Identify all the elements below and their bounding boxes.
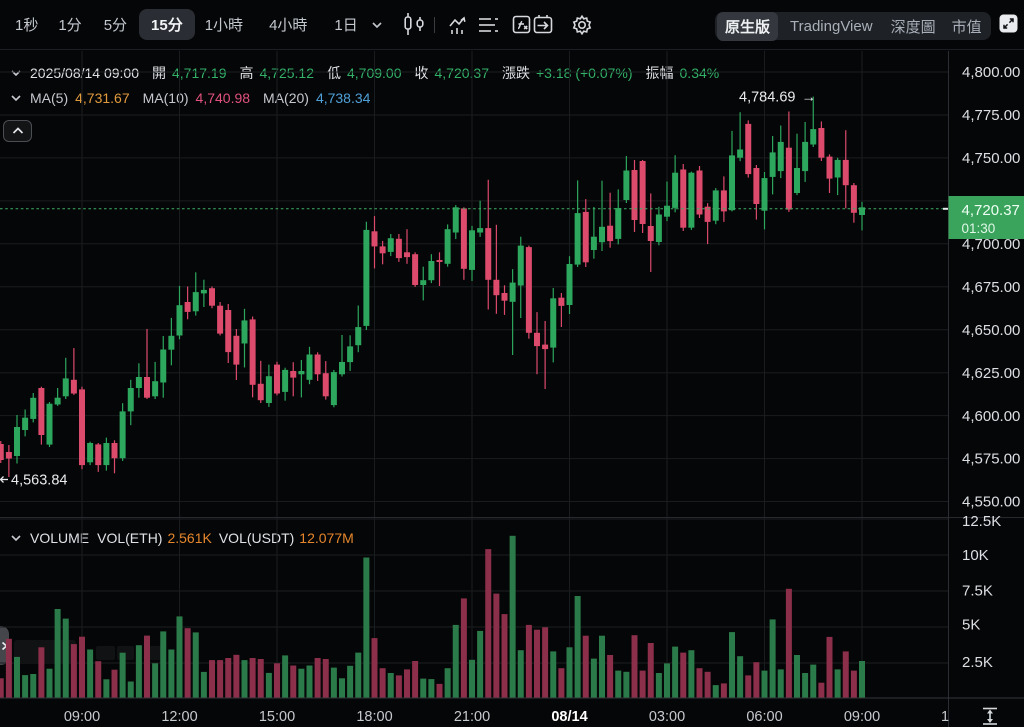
svg-text:7.5K: 7.5K bbox=[962, 583, 993, 600]
svg-text:4,600.00: 4,600.00 bbox=[962, 408, 1020, 425]
svg-text:4,800.00: 4,800.00 bbox=[962, 64, 1020, 81]
svg-text:2.5K: 2.5K bbox=[962, 654, 993, 671]
svg-text:03:00: 03:00 bbox=[649, 709, 685, 725]
svg-text:18:00: 18:00 bbox=[356, 709, 392, 725]
svg-text:08/14: 08/14 bbox=[551, 709, 587, 725]
svg-text:4,720.37: 4,720.37 bbox=[962, 202, 1020, 219]
svg-text:15:00: 15:00 bbox=[259, 709, 295, 725]
svg-text:4,550.00: 4,550.00 bbox=[962, 494, 1020, 511]
svg-text:4,700.00: 4,700.00 bbox=[962, 236, 1020, 253]
svg-text:01:30: 01:30 bbox=[962, 221, 996, 236]
svg-text:4,650.00: 4,650.00 bbox=[962, 322, 1020, 339]
svg-text:09:00: 09:00 bbox=[844, 709, 880, 725]
svg-text:4,775.00: 4,775.00 bbox=[962, 107, 1020, 124]
svg-text:21:00: 21:00 bbox=[454, 709, 490, 725]
svg-text:09:00: 09:00 bbox=[64, 709, 100, 725]
svg-text:10K: 10K bbox=[962, 547, 989, 564]
svg-text:4,784.69 →: 4,784.69 → bbox=[739, 90, 816, 106]
svg-text:4,750.00: 4,750.00 bbox=[962, 150, 1020, 167]
svg-text:12:00: 12:00 bbox=[161, 709, 197, 725]
svg-text:4,575.00: 4,575.00 bbox=[962, 451, 1020, 468]
svg-text:1: 1 bbox=[941, 709, 949, 725]
svg-text:4,675.00: 4,675.00 bbox=[962, 279, 1020, 296]
svg-text:4,625.00: 4,625.00 bbox=[962, 365, 1020, 382]
svg-text:12.5K: 12.5K bbox=[962, 513, 1001, 530]
svg-text:4,563.84: 4,563.84 bbox=[11, 473, 67, 489]
svg-text:5K: 5K bbox=[962, 617, 980, 634]
svg-text:06:00: 06:00 bbox=[746, 709, 782, 725]
